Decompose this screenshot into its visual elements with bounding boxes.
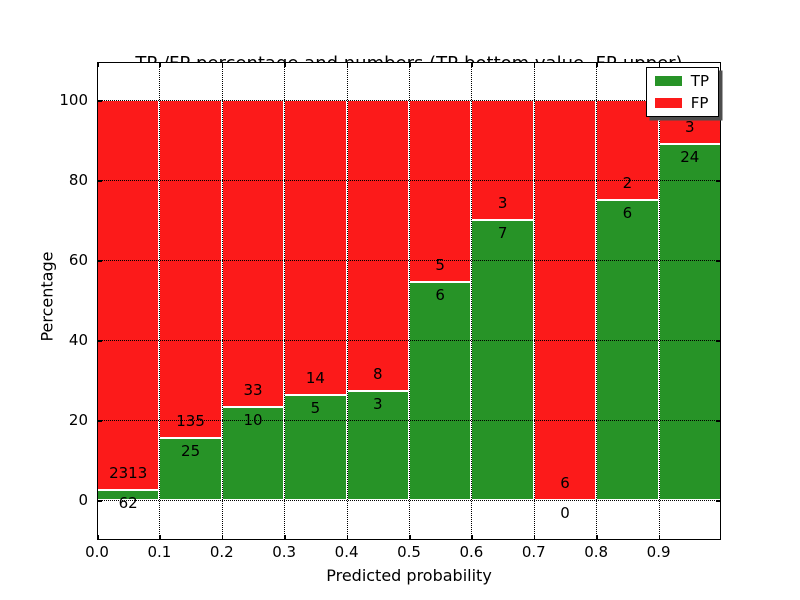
x-tick-label: 0.0 [85, 543, 109, 561]
x-tick-label: 0.2 [209, 543, 234, 561]
bar-segment-fp [471, 100, 534, 220]
bar-segment-tp [658, 144, 721, 500]
gridline-x [284, 62, 286, 540]
gridline-x [221, 62, 223, 540]
tick-mark [409, 62, 411, 67]
tick-mark [471, 62, 473, 67]
legend-label-tp: TP [690, 72, 709, 90]
tick-mark [716, 340, 721, 342]
tick-mark [533, 62, 536, 67]
bar-segment-tp [346, 390, 409, 500]
y-tick-label: 40 [68, 331, 88, 349]
x-tick-label: 0.8 [584, 543, 609, 561]
gridline-x [409, 62, 410, 540]
bar-label-tp: 0 [560, 504, 570, 522]
bar-segment-fp [221, 100, 285, 407]
tp-swatch [654, 76, 682, 86]
bar-segment-fp [159, 100, 222, 438]
tick-mark [716, 180, 721, 182]
tick-mark [97, 340, 102, 342]
x-tick-label: 0.4 [334, 543, 359, 561]
x-tick-label: 0.7 [521, 543, 546, 561]
legend-label-fp: FP [690, 94, 709, 112]
tick-mark [716, 420, 721, 422]
tick-mark [159, 62, 161, 67]
tick-mark [97, 500, 102, 502]
tick-mark [97, 100, 102, 102]
gridline-x [533, 62, 535, 540]
tick-mark [97, 260, 102, 262]
y-tick-label: 20 [68, 411, 88, 429]
bar-segment-tp [221, 406, 285, 500]
x-tick-label: 0.5 [397, 543, 421, 561]
tick-mark [533, 535, 536, 540]
tick-mark [97, 420, 102, 422]
bar-segment-fp [346, 100, 409, 391]
x-tick-label: 0.6 [459, 543, 484, 561]
y-tick-label: 60 [68, 251, 88, 269]
bar-segment-fp [533, 100, 597, 500]
gridline-x [346, 62, 348, 540]
tick-mark [596, 62, 598, 67]
legend-item-fp: FP [654, 94, 709, 112]
bar-segment-tp [471, 220, 534, 500]
tick-mark [596, 535, 598, 540]
tick-mark [471, 535, 473, 540]
gridline-x [596, 62, 598, 540]
legend: TP FP [645, 67, 719, 117]
bar-segment-tp [159, 437, 222, 500]
legend-item-tp: TP [654, 72, 709, 90]
gridline-x [471, 62, 473, 540]
tick-mark [221, 62, 224, 67]
x-axis-label: Predicted probability [326, 566, 492, 585]
tick-mark [716, 260, 721, 262]
gridline-x [658, 62, 660, 540]
bar-segment-tp [596, 200, 659, 500]
tick-mark [346, 62, 349, 67]
bar-segment-fp [284, 100, 347, 395]
tick-mark [409, 535, 411, 540]
bar-segment-tp [284, 394, 347, 500]
bar-segment-tp [97, 489, 160, 500]
x-tick-label: 0.1 [147, 543, 172, 561]
bar-segment-fp [409, 100, 472, 282]
tick-mark [159, 535, 161, 540]
tick-mark [97, 62, 99, 67]
tick-mark [284, 62, 286, 67]
y-tick-label: 0 [78, 491, 88, 509]
tick-mark [221, 535, 224, 540]
tick-mark [346, 535, 349, 540]
tick-mark [658, 62, 661, 67]
fp-swatch [654, 98, 682, 108]
tick-mark [716, 500, 721, 502]
tick-mark [97, 535, 99, 540]
tick-mark [97, 180, 102, 182]
plot-area: TP FP 2313 62 135 25 33 10 14 5 8 3 5 6 3 7 6 0 2 6 3 24 [97, 62, 721, 540]
bar-segment-tp [409, 281, 472, 500]
x-tick-label: 0.9 [646, 543, 671, 561]
x-tick-label: 0.3 [272, 543, 297, 561]
bar-segment-fp [97, 100, 160, 490]
tick-mark [658, 535, 661, 540]
tick-mark [284, 535, 286, 540]
y-tick-label: 80 [68, 171, 88, 189]
y-tick-label: 100 [59, 91, 88, 109]
gridline-x [159, 62, 161, 540]
